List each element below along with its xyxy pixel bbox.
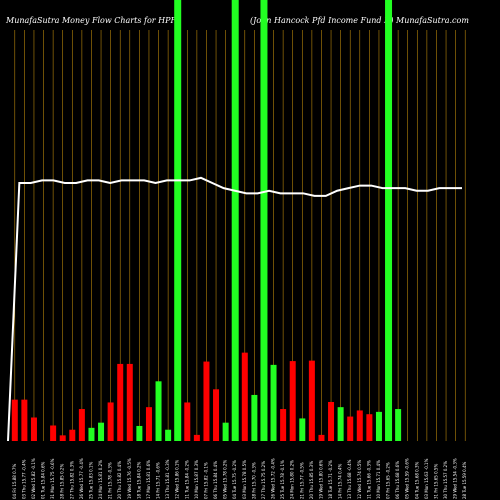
money-flow-bar [289,361,296,441]
highlight-bar [231,0,239,441]
money-flow-bar [356,410,363,441]
x-tick-label: 17 Mon 15.81 0.6% [146,460,151,499]
money-flow-bar [59,435,66,441]
x-tick-label: 04 Tue 15.68 0.3% [414,461,419,499]
x-tick-label: 31 Mon 15.75 -0.6% [50,458,55,499]
x-tick-label: 05 Wed 15.78 0.2% [223,460,228,499]
money-flow-bar [184,402,191,441]
x-tick-label: 28 Fri 15.70 -0.3% [251,462,256,499]
x-tick-label: 04 Tue 15.75 -0.2% [232,460,237,499]
x-tick-label: 04 Fri 15.88 0.7% [12,464,17,499]
x-tick-label: 27 Thu 15.82 0.3% [69,461,74,499]
x-tick-label: 03 Thu 15.77 -0.4% [21,459,26,499]
x-tick-label: 07 Fri 15.65 -0.2% [386,462,391,499]
x-tick-label: 26 Wed 15.72 -0.4% [271,458,276,499]
money-flow-bar [21,399,28,441]
x-tick-label: 28 Fri 15.85 0.2% [60,464,65,499]
money-flow-bar [11,399,18,441]
money-flow-bar [136,425,143,441]
x-tick-label: 13 Thu 15.81 -0.3% [165,459,170,499]
x-tick-label: 25 Tue 15.83 0.1% [88,461,93,499]
x-tick-label: 26 Wed 15.77 -0.4% [79,458,84,499]
x-tick-label: 11 Tue 15.66 -0.3% [366,460,371,499]
x-tick-label: 24 Mon 15.80 0.2% [290,460,295,499]
x-tick-label: 03 Mon 15.63 -0.1% [424,458,429,499]
money-flow-bar [30,417,37,441]
x-tick-label: 13 Thu 15.68 -0.4% [347,459,352,499]
money-flow-bar [98,422,105,441]
x-tick-label: 14 Fri 15.74 0.4% [338,464,343,499]
x-tick-label: 06 Thu 15.84 0.4% [213,461,218,499]
money-flow-bars [11,352,402,441]
x-tick-label: 28 Tue 15.59 0.4% [462,461,467,499]
x-tick-label: 30 Thu 15.57 0.2% [443,461,448,499]
x-tick-label: 29 Wed 15.54 -0.3% [453,458,458,499]
money-flow-bar [107,402,114,441]
chart-subtitle: (John Hancock Pfd Income Fund II) Munafa… [250,16,469,25]
money-flow-bar [50,425,57,441]
x-tick-label: 06 Thu 15.68 0.6% [395,461,400,499]
x-tick-label: 18 Tue 15.71 -0.2% [328,460,333,499]
price-line-path [7,176,462,442]
price-line [7,176,462,442]
x-tick-label: 12 Wed 15.74 0.5% [357,460,362,499]
x-tick-label: 10 Mon 15.87 0.3% [194,460,199,499]
highlight-bar [174,0,182,441]
money-flow-bar [241,352,248,441]
money-flow-bar [193,434,200,441]
x-tick-label: 31 Fri 15.65 0.5% [433,464,438,499]
money-flow-bar [155,381,162,441]
highlight-bar [385,0,393,441]
x-tick-label: 20 Thu 15.82 0.4% [117,461,122,499]
chart-title: MunafaSutra Money Flow Charts for HPF [5,16,176,25]
money-flow-bar [337,407,344,441]
money-flow-bar [88,427,95,441]
money-flow-bar [328,401,335,441]
x-tick-label: 19 Wed 15.80 0.6% [318,460,323,499]
x-tick-label: 02 Wed 15.82 -0.1% [31,458,36,499]
money-flow-bar [69,429,76,441]
x-tick-label: 25 Tue 15.78 -0.1% [280,460,285,499]
x-tick-label: 21 Fri 15.77 -0.5% [299,462,304,499]
money-flow-bar [213,389,220,441]
x-tick-label: 07 Fri 15.82 -0.1% [203,462,208,499]
money-flow-bar [117,363,124,441]
x-tick-labels: 04 Fri 15.88 0.7% 03 Thu 15.77 -0.4% 02 We… [12,458,467,499]
money-flow-bar [308,360,315,441]
highlight-bar [260,0,268,441]
money-flow-bar [366,414,373,441]
money-flow-bar [145,407,152,441]
money-flow-bar [375,411,382,441]
x-tick-label: 24 Mon 15.81 0.2% [98,460,103,499]
gridlines [14,30,466,441]
money-flow-bar [270,364,277,441]
x-tick-label: 05 Wed 15.59 -0.6% [405,458,410,499]
x-tick-label: 14 Fri 15.71 -0.6% [156,462,161,499]
money-flow-bar [395,409,402,441]
money-flow-bar [78,409,85,441]
money-flow-bar [280,409,287,441]
money-flow-bar [318,434,325,441]
money-flow-bar [251,394,258,441]
money-flow-bar [222,422,229,441]
money-flow-bar [203,361,210,441]
x-tick-label: 11 Tue 15.84 -0.2% [184,460,189,499]
money-flow-bar [165,429,172,441]
highlight-bars [174,0,393,441]
x-tick-label: 27 Thu 15.75 0.2% [261,461,266,499]
money-flow-bar [126,363,133,441]
x-tick-label: 20 Thu 15.85 0.3% [309,461,314,499]
x-tick-label: 18 Tue 15.84 0.2% [136,461,141,499]
x-tick-label: 10 Mon 15.71 0.4% [376,460,381,499]
money-flow-bar [347,416,354,441]
x-tick-label: 19 Wed 15.76 -0.5% [127,458,132,499]
x-tick-label: 12 Wed 15.86 0.1% [175,460,180,499]
x-tick-label: 21 Fri 15.78 -0.3% [108,462,113,499]
x-tick-label: 03 Mon 15.78 0.5% [242,460,247,499]
x-tick-label: 01 Tue 15.84 0.6% [41,461,46,499]
money-flow-bar [299,418,306,441]
